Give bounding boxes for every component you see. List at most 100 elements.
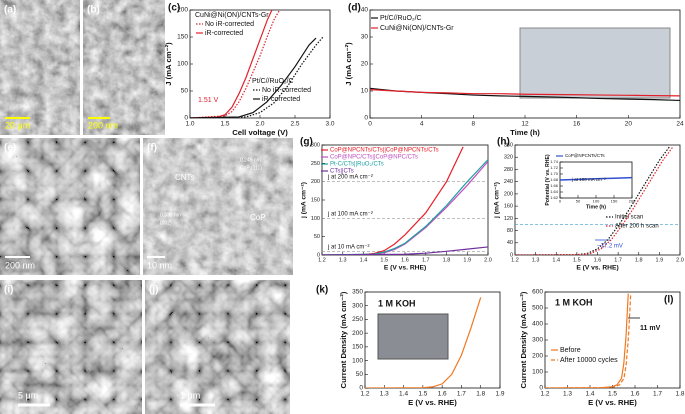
x-tick-label: 1.3 (532, 257, 540, 263)
annotation: 0.249 nm (240, 157, 261, 163)
x-tick-label: 1.5 (380, 257, 388, 263)
annotation: 1 M KOH (555, 297, 593, 307)
x-tick-label: 1.8 (675, 391, 684, 398)
y-tick-label: 200 (177, 7, 188, 14)
inset-photo (377, 313, 449, 360)
x-tick-label: 1.2 (318, 257, 326, 263)
y-tick-label: 350 (352, 289, 363, 296)
y-axis-label: j (mA cm⁻²) (300, 182, 307, 219)
panel-label: (i) (4, 285, 13, 296)
panel-label: (f) (147, 143, 157, 154)
panel-label: (g) (300, 137, 313, 148)
x-tick-label: 1.7 (614, 257, 622, 263)
scale-label: 200 nm (5, 260, 35, 270)
y-tick-label: 0 (359, 385, 363, 392)
series-line (560, 176, 632, 181)
y-axis-label: Current Density (mA cm⁻²) (519, 291, 528, 388)
y-tick-label: 1.62 (550, 195, 559, 200)
y-tick-label: 1.68 (550, 177, 559, 182)
x-tick-label: 1.4 (399, 391, 408, 398)
x-tick-label: 1.7 (653, 391, 662, 398)
series-line (545, 293, 632, 388)
y-tick-label: 150 (311, 197, 320, 203)
y-tick-label: 0 (510, 252, 513, 258)
panel-label: (j) (149, 285, 158, 296)
annotation: j at 200 mA cm⁻² (327, 175, 373, 181)
legend-label: CoP@NPCNTs/CTs||CoP@NPCNTs/CTs (330, 148, 439, 154)
x-tick-label: 1.3 (339, 257, 347, 263)
x-tick-label: 2.0 (676, 257, 684, 263)
sem-image (0, 280, 142, 414)
legend-label: Before (560, 347, 581, 354)
y-tick-label: 150 (177, 34, 188, 41)
series-line (190, 10, 281, 118)
y-tick-label: 30 (361, 34, 369, 41)
y-tick-label: 200 (311, 179, 320, 185)
x-tick-label: 16 (573, 121, 581, 128)
plot-frame (544, 291, 681, 389)
x-tick-label: 1.5 (220, 121, 229, 128)
x-tick-label: 1.4 (360, 257, 368, 263)
y-tick-label: 0 (364, 115, 368, 122)
x-tick-label: 1.7 (422, 257, 430, 263)
annotation: 11 mV (640, 325, 661, 332)
series-line (190, 10, 273, 118)
y-tick-label: 40 (507, 240, 513, 246)
y-tick-label: 100 (177, 61, 188, 68)
x-tick-label: 1.2 (511, 257, 519, 263)
x-tick-label: 200 (629, 199, 636, 204)
y-tick-label: 50 (314, 234, 320, 240)
y-tick-label: 400 (532, 321, 543, 328)
x-tick-label: 20 (625, 121, 633, 128)
x-axis-label: E (V vs. RHE) (576, 264, 618, 271)
annotation: CoP (111) (240, 165, 262, 171)
x-tick-label: 1.8 (635, 257, 643, 263)
x-tick-label: 1.5 (573, 257, 581, 263)
y-tick-label: 50 (356, 371, 364, 378)
y-tick-label: 300 (532, 337, 543, 344)
legend-label: After 10000 cycles (560, 357, 618, 364)
inset-photo (519, 27, 671, 99)
panel-label: (l) (664, 295, 673, 306)
y-tick-label: 50 (181, 88, 189, 95)
sem-image (0, 0, 80, 135)
y-tick-label: 0 (184, 115, 188, 122)
x-tick-label: 1.3 (380, 391, 389, 398)
y-tick-label: 280 (504, 167, 513, 173)
y-tick-label: 20 (361, 61, 369, 68)
y-tick-label: 300 (311, 142, 320, 148)
x-axis-label: Time (h) (510, 128, 540, 137)
annotation: CoP (250, 213, 266, 222)
y-tick-label: 250 (352, 316, 363, 323)
y-tick-label: 100 (311, 216, 320, 222)
x-axis-label: E (V vs. RHE) (588, 398, 637, 407)
y-tick-label: 360 (504, 142, 513, 148)
y-tick-label: 100 (352, 357, 363, 364)
x-axis-label: E (V vs. RHE) (384, 264, 426, 271)
series-line (322, 246, 488, 255)
x-tick-label: 50 (576, 199, 581, 204)
legend-label: After 200 h scan (615, 224, 659, 230)
y-tick-label: 1.64 (550, 189, 559, 194)
legend-label: CoP@NPCNTs/CTs (565, 153, 605, 158)
x-tick-label: 24 (676, 121, 684, 128)
series-line (190, 36, 324, 118)
annotation: j at 100 mA cm⁻² (571, 177, 606, 182)
plot-frame (321, 144, 489, 256)
y-tick-label: 200 (532, 353, 543, 360)
scale-label: 200 nm (88, 120, 118, 130)
y-tick-label: 0 (317, 252, 320, 258)
panel-label: (b) (87, 5, 100, 16)
panel-label: (e) (4, 143, 16, 154)
y-tick-label: 320 (504, 155, 513, 161)
x-tick-label: 3.0 (325, 121, 334, 128)
x-tick-label: 4 (420, 121, 424, 128)
x-tick-label: 0 (368, 121, 372, 128)
annotation: Pt/C//RuO₂/C (252, 78, 294, 85)
x-tick-label: 1.4 (552, 257, 560, 263)
x-tick-label: 1.5 (608, 391, 617, 398)
y-axis-label: J (mA cm⁻²) (344, 42, 353, 86)
y-axis-label: J (mA cm⁻²) (164, 42, 173, 86)
x-tick-label: 1.0 (185, 121, 194, 128)
legend-label: Pt/C//RuO₂/C (380, 15, 422, 22)
